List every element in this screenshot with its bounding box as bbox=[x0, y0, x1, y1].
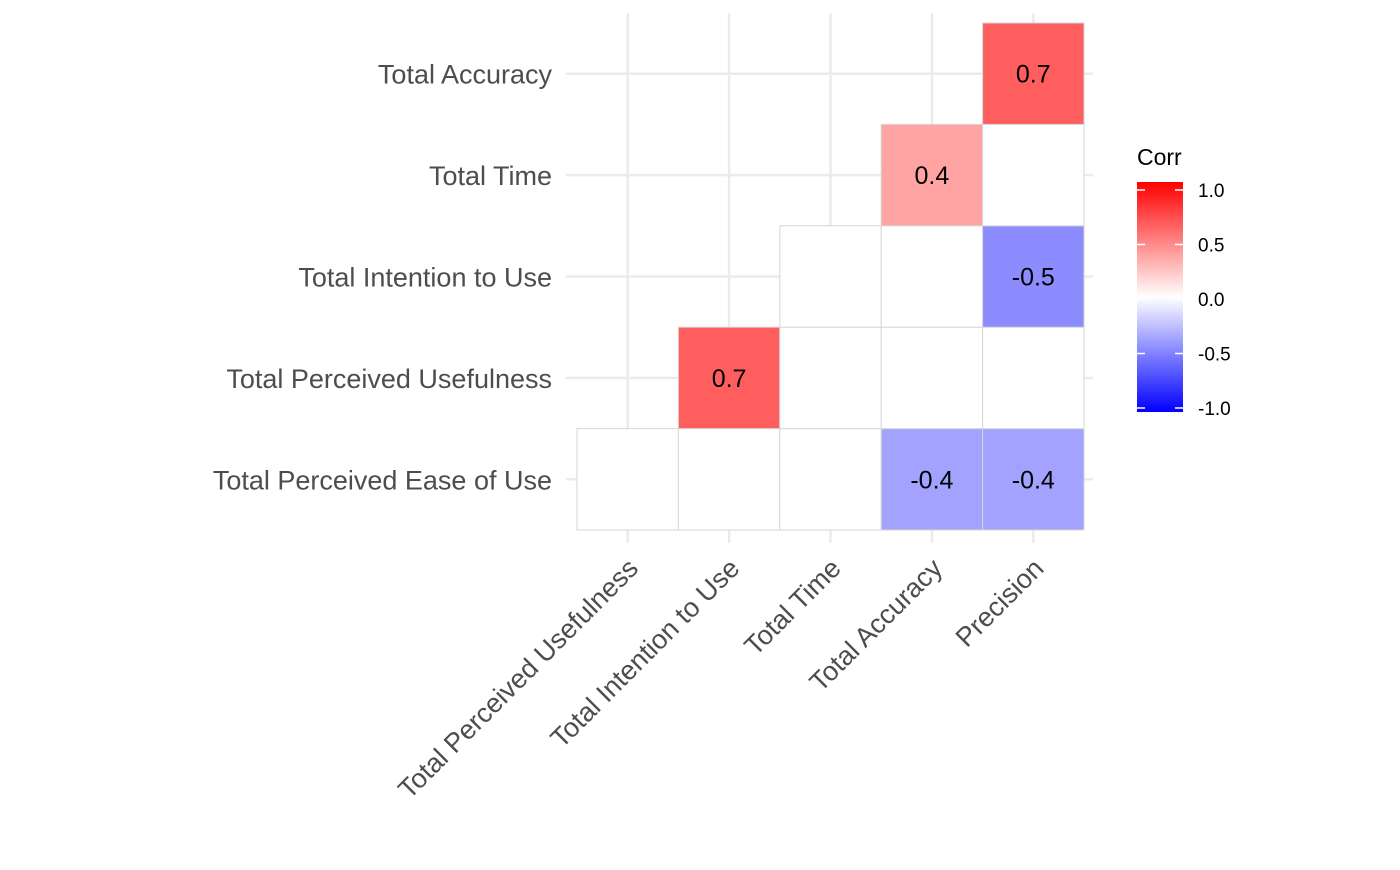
heatmap-cell bbox=[982, 428, 1085, 531]
heatmap-cell bbox=[677, 428, 781, 531]
heatmap-cell bbox=[779, 428, 882, 531]
legend-tick-label: 0.0 bbox=[1198, 290, 1224, 311]
heatmap-cell bbox=[982, 225, 1085, 328]
cell-value-label: 0.7 bbox=[712, 365, 747, 393]
y-tick-label-total-perceived-ease-of-use: Total Perceived Ease of Use bbox=[213, 465, 552, 495]
y-tick-label-total-perceived-usefulness: Total Perceived Usefulness bbox=[226, 364, 552, 394]
legend-tick-label: -0.5 bbox=[1198, 345, 1231, 366]
heatmap-cell bbox=[677, 326, 781, 430]
legend-tick-label: 0.5 bbox=[1198, 236, 1224, 257]
heatmap-cell bbox=[982, 123, 1085, 227]
y-axis-tick-labels: Total Perceived Ease of Use Total Perceiv… bbox=[213, 60, 553, 496]
heatmap-cell bbox=[880, 326, 984, 430]
y-tick-label-total-accuracy: Total Accuracy bbox=[378, 60, 553, 90]
heatmap-cell bbox=[982, 326, 1085, 430]
legend-tick-label: -1.0 bbox=[1198, 399, 1231, 420]
legend-colorbar bbox=[1137, 182, 1183, 412]
legend-title: Corr bbox=[1137, 144, 1182, 170]
legend-tick-label: 1.0 bbox=[1198, 181, 1224, 202]
cell-value-label: -0.5 bbox=[1012, 264, 1055, 292]
heatmap-cell bbox=[880, 225, 984, 328]
y-tick-label-total-time: Total Time bbox=[429, 161, 552, 191]
y-tick-label-total-intention-to-use: Total Intention to Use bbox=[298, 263, 552, 293]
heatmap-cell bbox=[880, 428, 984, 531]
cell-value-label: 0.7 bbox=[1016, 61, 1051, 89]
cell-value-label: -0.4 bbox=[1012, 466, 1055, 494]
cell-value-label: -0.4 bbox=[910, 466, 953, 494]
heatmap-cell bbox=[982, 22, 1085, 125]
cell-labels: -0.4 -0.4 0.7 -0.5 0.4 0.7 bbox=[712, 61, 1055, 495]
heatmap-cells bbox=[576, 22, 1085, 531]
x-tick-label-total-intention-to-use: Total Intention to Use bbox=[545, 553, 746, 754]
heatmap-cell bbox=[576, 428, 679, 531]
x-tick-label-total-time: Total Time bbox=[739, 553, 847, 661]
cell-value-label: 0.4 bbox=[915, 162, 950, 190]
heatmap-cell bbox=[880, 123, 984, 227]
x-tick-label-precision: Precision bbox=[950, 553, 1050, 653]
color-legend: Corr 1.0 0.5 0.0 -0.5 -1.0 bbox=[1137, 144, 1231, 420]
heatmap-cell bbox=[779, 225, 882, 328]
heatmap-cell bbox=[779, 326, 882, 430]
